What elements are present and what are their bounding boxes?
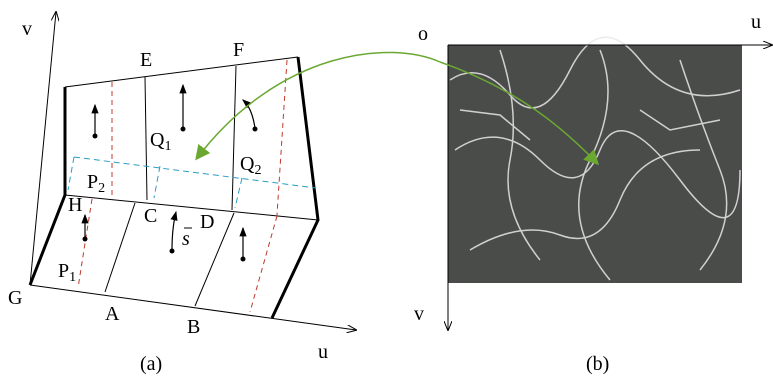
axis-label: v	[22, 18, 32, 40]
point-label: G	[8, 287, 22, 309]
subscript: 1	[69, 270, 76, 285]
point-label: Q	[150, 129, 165, 151]
point-label: E	[140, 49, 152, 71]
point-label: Q2	[240, 153, 261, 178]
subscript: 1	[164, 139, 171, 154]
point-label: D	[200, 211, 214, 233]
figure: v u (a) E F Q1 Q2 P2 H C D s P1 G A B o …	[0, 0, 773, 380]
caption: (b)	[586, 353, 609, 375]
point-label: P	[58, 260, 69, 282]
caption: (a)	[140, 353, 162, 375]
subscript: 2	[98, 181, 105, 196]
point-label: A	[105, 303, 120, 325]
left-labels: v u (a) E F Q1 Q2 P2 H C D s P1 G A B	[8, 18, 328, 375]
point-label: C	[144, 205, 157, 227]
axis-label: u	[318, 341, 328, 363]
point-label: P2	[87, 171, 105, 196]
point-label: P	[87, 171, 98, 193]
subscript: 2	[254, 163, 261, 178]
point-label: B	[187, 316, 200, 338]
right-image	[448, 37, 772, 330]
point-label: P1	[58, 260, 76, 285]
axis-label: u	[751, 11, 761, 33]
axis-label: v	[414, 303, 424, 325]
point-label: Q1	[150, 129, 171, 154]
point-label: Q	[240, 153, 255, 175]
point-label: F	[233, 39, 244, 61]
point-label: s	[182, 228, 190, 250]
point-label: H	[68, 194, 82, 216]
origin-label: o	[418, 23, 428, 45]
left-diagram	[30, 12, 356, 330]
